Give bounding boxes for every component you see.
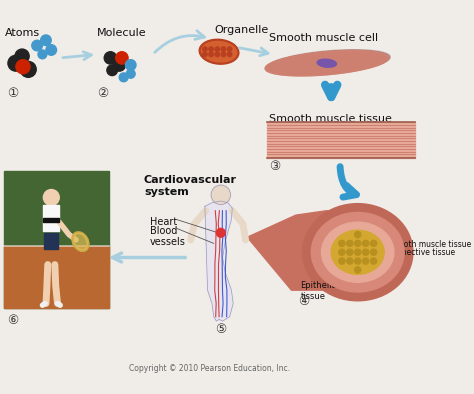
Circle shape (46, 45, 56, 55)
Text: Heart: Heart (150, 217, 177, 227)
Bar (43, 204, 59, 231)
Text: ③: ③ (269, 160, 281, 173)
Text: Smooth muscle tissue: Smooth muscle tissue (387, 240, 471, 249)
Circle shape (119, 73, 128, 82)
Circle shape (203, 47, 207, 51)
Circle shape (104, 52, 117, 64)
Ellipse shape (317, 59, 337, 67)
Ellipse shape (321, 222, 394, 282)
Bar (4, 246, 109, 308)
Circle shape (355, 267, 361, 273)
Circle shape (209, 52, 213, 57)
Text: Blood
vessels: Blood vessels (150, 226, 186, 247)
Circle shape (339, 249, 345, 255)
Circle shape (126, 69, 135, 78)
Text: Organelle: Organelle (215, 25, 269, 35)
Ellipse shape (302, 204, 413, 301)
Circle shape (215, 47, 219, 51)
Circle shape (228, 52, 232, 57)
Circle shape (363, 240, 369, 247)
FancyArrowPatch shape (155, 31, 204, 52)
Circle shape (107, 65, 118, 76)
Ellipse shape (199, 39, 239, 64)
Circle shape (363, 249, 369, 255)
Circle shape (211, 185, 230, 204)
Circle shape (221, 47, 226, 51)
Circle shape (215, 52, 219, 57)
Circle shape (15, 49, 29, 63)
Text: Connective tissue: Connective tissue (387, 248, 455, 257)
Circle shape (371, 240, 377, 247)
Circle shape (355, 240, 361, 247)
Circle shape (16, 59, 30, 74)
Polygon shape (205, 201, 233, 321)
Bar (43, 218, 59, 222)
Text: Smooth muscle tissue: Smooth muscle tissue (269, 113, 392, 124)
Polygon shape (265, 50, 388, 76)
Circle shape (38, 50, 47, 59)
Circle shape (217, 229, 225, 237)
Polygon shape (247, 211, 358, 290)
Circle shape (346, 249, 353, 255)
Circle shape (41, 35, 51, 46)
FancyArrowPatch shape (340, 167, 356, 197)
Circle shape (32, 40, 42, 51)
Ellipse shape (73, 233, 87, 250)
Text: Cardiovascular
system: Cardiovascular system (144, 175, 237, 197)
Circle shape (346, 240, 353, 247)
Circle shape (339, 258, 345, 264)
Circle shape (126, 59, 136, 70)
Ellipse shape (331, 230, 384, 274)
Circle shape (221, 52, 226, 57)
Text: Molecule: Molecule (97, 28, 147, 38)
Text: ④: ④ (299, 295, 310, 308)
Circle shape (43, 190, 59, 205)
Circle shape (363, 258, 369, 264)
Ellipse shape (201, 41, 237, 62)
Circle shape (339, 240, 345, 247)
Text: ②: ② (97, 87, 109, 100)
Text: Epithelial
tissue: Epithelial tissue (301, 281, 339, 301)
Circle shape (228, 47, 232, 51)
Polygon shape (267, 50, 390, 75)
Polygon shape (265, 50, 388, 76)
Text: Atoms: Atoms (4, 28, 39, 38)
Circle shape (203, 52, 207, 57)
Bar (44, 233, 58, 249)
Circle shape (20, 61, 36, 77)
Text: ⑤: ⑤ (215, 323, 226, 336)
Text: Copyright © 2010 Pearson Education, Inc.: Copyright © 2010 Pearson Education, Inc. (129, 364, 290, 372)
Circle shape (346, 258, 353, 264)
Text: Smooth muscle cell: Smooth muscle cell (269, 33, 379, 43)
Bar (4, 171, 109, 308)
Circle shape (355, 231, 361, 238)
Circle shape (113, 59, 126, 71)
Circle shape (116, 52, 128, 64)
Text: ①: ① (7, 87, 18, 100)
Ellipse shape (311, 212, 404, 292)
Bar (267, 123, 415, 158)
Text: ⑥: ⑥ (7, 314, 18, 327)
Circle shape (209, 47, 213, 51)
Circle shape (355, 249, 361, 255)
Circle shape (355, 258, 361, 264)
Circle shape (371, 249, 377, 255)
Circle shape (8, 55, 24, 71)
Circle shape (371, 258, 377, 264)
